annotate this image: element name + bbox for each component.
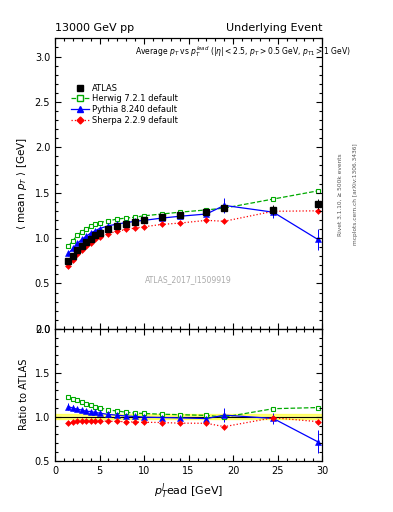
Legend: ATLAS, Herwig 7.2.1 default, Pythia 8.240 default, Sherpa 2.2.9 default: ATLAS, Herwig 7.2.1 default, Pythia 8.24… xyxy=(67,80,182,128)
Text: Rivet 3.1.10, ≥ 500k events: Rivet 3.1.10, ≥ 500k events xyxy=(338,153,342,236)
Text: mcplots.cern.ch [arXiv:1306.3436]: mcplots.cern.ch [arXiv:1306.3436] xyxy=(353,144,358,245)
Bar xyxy=(55,414,322,419)
Y-axis label: $\langle$ mean $p_T$ $\rangle$ [GeV]: $\langle$ mean $p_T$ $\rangle$ [GeV] xyxy=(15,137,29,230)
X-axis label: $p_T^l$ead [GeV]: $p_T^l$ead [GeV] xyxy=(154,481,223,501)
Text: ATLAS_2017_I1509919: ATLAS_2017_I1509919 xyxy=(145,275,232,284)
Text: Underlying Event: Underlying Event xyxy=(226,23,322,33)
Text: Average $p_T$ vs $p_T^{lead}$ ($|\eta| < 2.5$, $p_T > 0.5$ GeV, $p_{T1} > 1$ GeV: Average $p_T$ vs $p_T^{lead}$ ($|\eta| <… xyxy=(135,44,351,59)
Text: 13000 GeV pp: 13000 GeV pp xyxy=(55,23,134,33)
Y-axis label: Ratio to ATLAS: Ratio to ATLAS xyxy=(19,359,29,431)
